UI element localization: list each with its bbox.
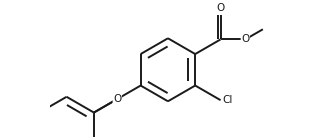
Text: O: O	[241, 34, 249, 44]
Text: O: O	[216, 3, 225, 13]
Text: Cl: Cl	[223, 95, 233, 105]
Text: O: O	[113, 94, 122, 104]
